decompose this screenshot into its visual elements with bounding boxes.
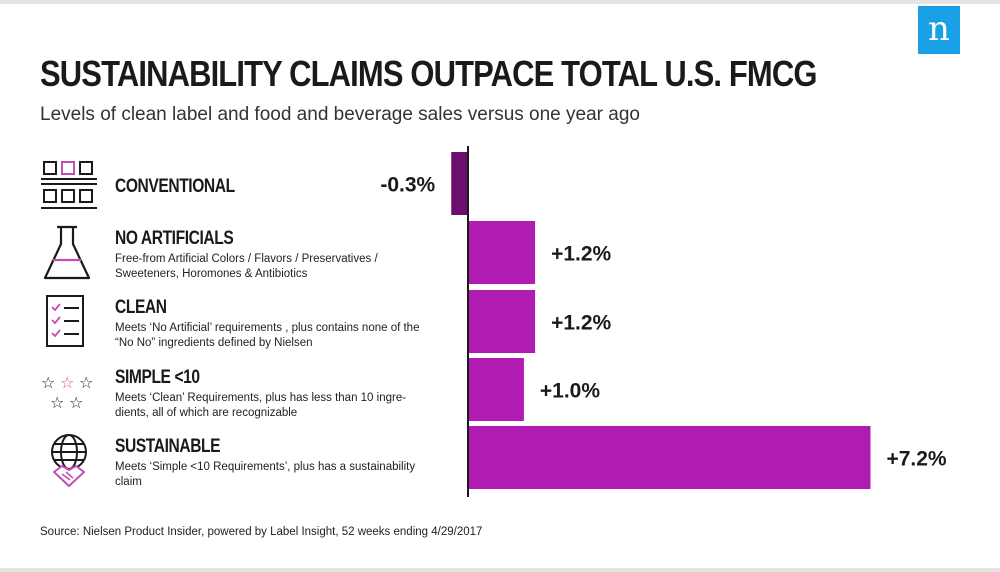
row-label-no-artificials: NO ARTIFICIALS [115, 228, 234, 249]
svg-text:☆: ☆ [50, 393, 64, 412]
row-conventional: CONVENTIONAL [115, 177, 445, 197]
svg-text:☆: ☆ [41, 373, 55, 392]
row-desc-clean: Meets ‘No Artificial’ requirements , plu… [115, 322, 420, 349]
value-label-conventional: -0.3% [380, 174, 435, 197]
row-simple: SIMPLE <10 Meets ‘Clean’ Requirements, p… [115, 368, 445, 421]
flask-icon [43, 225, 91, 280]
row-label-sustainable: SUSTAINABLE [115, 436, 221, 457]
nielsen-logo: n [918, 6, 960, 54]
globe-handshake-icon [51, 434, 87, 487]
stars-icon: ☆ ☆ ☆ ☆ ☆ [41, 373, 93, 412]
row-label-simple: SIMPLE <10 [115, 367, 200, 388]
svg-text:☆: ☆ [60, 373, 74, 392]
svg-text:☆: ☆ [79, 373, 93, 392]
row-label-clean: CLEAN [115, 297, 167, 318]
bar-simple-10 [468, 358, 524, 421]
top-border [0, 0, 1000, 4]
checklist-icon [46, 295, 84, 347]
chart-subtitle: Levels of clean label and food and bever… [40, 104, 640, 125]
row-desc-simple: Meets ‘Clean’ Requirements, plus has les… [115, 392, 407, 419]
bottom-border [0, 568, 1000, 572]
bar-no-artificials [468, 221, 536, 284]
source-note: Source: Nielsen Product Insider, powered… [40, 526, 483, 538]
row-sustainable: SUSTAINABLE Meets ‘Simple <10 Requiremen… [115, 437, 445, 490]
row-clean: CLEAN Meets ‘No Artificial’ requirements… [115, 298, 445, 351]
value-label-sustainable: +7.2% [886, 448, 946, 471]
svg-text:☆: ☆ [69, 393, 83, 412]
value-label-simple-10: +1.0% [540, 380, 600, 403]
bar-conventional [451, 152, 468, 215]
bar-sustainable [468, 426, 871, 489]
value-label-no-artificials: +1.2% [551, 243, 611, 266]
row-desc-no-artificials: Free-from Artificial Colors / Flavors / … [115, 253, 378, 280]
value-label-clean: +1.2% [551, 312, 611, 335]
row-desc-sustainable: Meets ‘Simple <10 Requirements’, plus ha… [115, 461, 416, 488]
chart-title: SUSTAINABILITY CLAIMS OUTPACE TOTAL U.S.… [40, 53, 817, 94]
shelf-grid-icon [41, 161, 97, 209]
bar-clean [468, 290, 536, 353]
row-no-artificials: NO ARTIFICIALS Free-from Artificial Colo… [115, 229, 445, 282]
row-label-conventional: CONVENTIONAL [115, 176, 235, 197]
